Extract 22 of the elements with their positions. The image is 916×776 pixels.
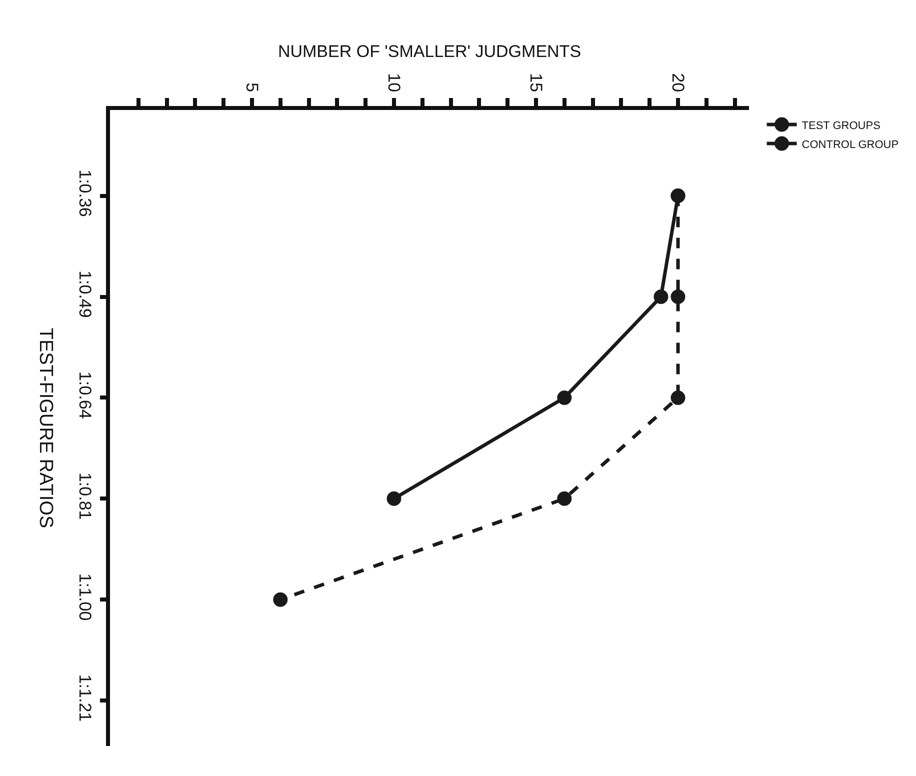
point <box>557 390 572 405</box>
point <box>557 491 572 506</box>
x-tick-label: 5 <box>242 82 262 92</box>
point <box>670 188 686 204</box>
y-tick-label: 1:1.00 <box>76 573 95 621</box>
point <box>670 390 686 405</box>
y-tick-label: 1:0.64 <box>76 372 95 419</box>
x-tick-label: 15 <box>526 73 546 92</box>
point <box>386 491 402 506</box>
point <box>670 290 686 304</box>
x-tick-label: 20 <box>668 73 688 92</box>
x-axis-title: NUMBER OF 'SMALLER' JUDGMENTS <box>278 42 582 62</box>
y-tick-label: 1:0.81 <box>76 472 95 520</box>
x-tick-label: 10 <box>384 73 404 92</box>
y-tick-label: 1:1.21 <box>76 674 95 722</box>
y-tick-label: 1:0.36 <box>76 170 95 217</box>
y-axis-title: TEST-FIGURE RATIOS <box>35 328 56 528</box>
legend-label: TEST GROUPS <box>802 120 880 132</box>
legend-label: CONTROL GROUP <box>802 138 899 151</box>
y-tick-label: 1:0.49 <box>76 270 95 318</box>
point <box>654 290 668 304</box>
point <box>273 592 288 607</box>
